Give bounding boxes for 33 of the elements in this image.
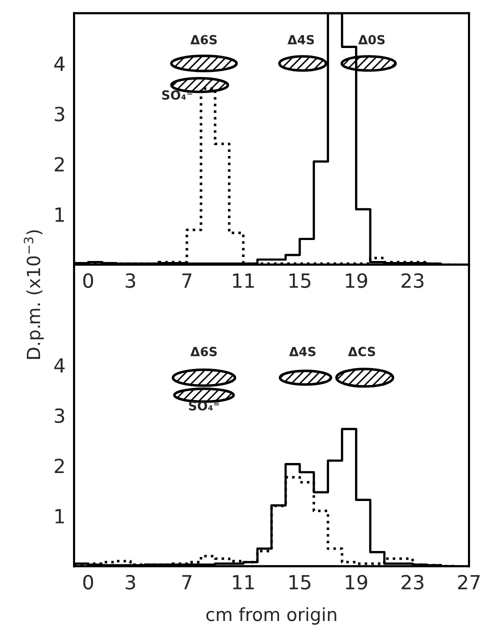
- y-tick-label: 1: [55, 509, 64, 524]
- annotation: SO₄⁼: [162, 90, 192, 100]
- x-axis-title: cm from origin: [206, 607, 336, 625]
- y-tick-label: 4: [54, 56, 65, 71]
- x-tick-label: 7: [182, 274, 192, 288]
- x-tick-label: 3: [126, 273, 136, 288]
- annotation: ΔCS: [348, 346, 376, 356]
- x-tick-label: 11: [233, 274, 254, 288]
- x-tick-label: 15: [290, 274, 310, 288]
- y-tick-label: 3: [54, 106, 64, 122]
- x-tick-label: 0: [83, 574, 94, 590]
- x-tick-label: 27: [458, 574, 480, 590]
- x-tick-label: 15: [290, 575, 310, 590]
- x-tick-label: 0: [83, 273, 94, 288]
- annotation: Δ6S: [190, 346, 217, 356]
- x-tick-label: 23: [402, 273, 424, 288]
- y-axis-title: D.p.m. (x10$^{−3}$): [24, 230, 44, 359]
- annotation: Δ4S: [289, 346, 316, 356]
- annotation: SO₄⁼: [189, 401, 220, 411]
- y-tick-label: 4: [54, 358, 65, 373]
- x-tick-label: 11: [233, 575, 254, 590]
- y-tick-label: 2: [54, 156, 64, 172]
- y-tick-label: 3: [54, 408, 64, 424]
- y-tick-label: 2: [54, 458, 64, 474]
- annotation: Δ6S: [190, 34, 217, 44]
- y-tick-label: 1: [55, 208, 64, 222]
- x-tick-label: 7: [182, 575, 192, 590]
- x-tick-label: 19: [346, 273, 368, 288]
- x-tick-label: 3: [126, 574, 136, 590]
- x-tick-label: 23: [402, 574, 424, 590]
- annotation: Δ0S: [358, 34, 385, 44]
- x-tick-label: 19: [346, 574, 368, 590]
- annotation: Δ4S: [288, 34, 314, 44]
